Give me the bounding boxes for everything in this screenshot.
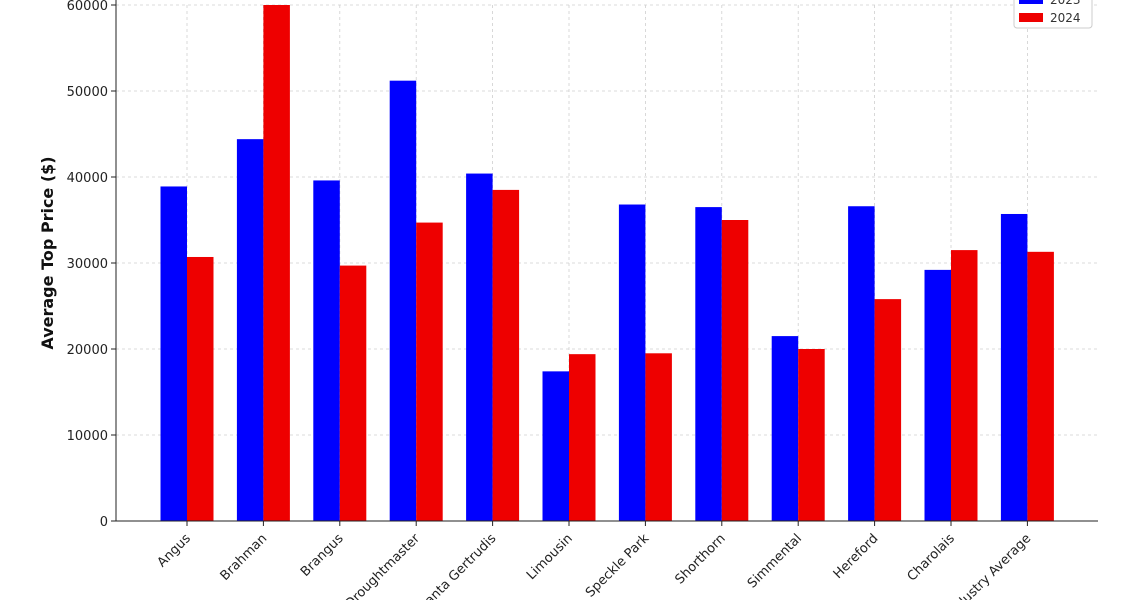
bar-2024-6 [645,353,672,521]
y-tick-label: 10000 [67,429,108,444]
x-tick-label: Speckle Park [583,531,653,600]
bar-2023-4 [466,173,493,521]
bar-2024-2 [339,265,367,521]
x-tick-label: Shorthorn [672,531,728,587]
bar-2024-4 [492,189,520,521]
bar-2023-3 [389,80,417,522]
bar-2024-7 [721,220,749,521]
y-tick-label: 50000 [67,85,108,100]
bar-2023-11 [1000,213,1028,522]
bar-2023-0 [160,186,187,521]
bar-2023-9 [848,206,875,522]
bar-2024-1 [263,5,290,521]
y-tick-label: 20000 [67,343,108,358]
bar-2023-8 [771,336,799,521]
bar-2024-10 [951,250,978,521]
bar-2024-3 [416,222,443,521]
bar-2023-5 [542,371,569,521]
axes [115,0,1098,522]
bar-2023-7 [695,207,722,521]
bar-2024-9 [874,299,902,521]
x-tick-label: Brangus [298,531,347,580]
bar-2024-8 [798,349,825,521]
bar-2023-10 [924,269,951,521]
bar-2024-5 [569,354,596,521]
bar-2024-11 [1027,251,1054,521]
bar-2023-2 [313,180,340,521]
legend-label-2024: 2024 [1050,11,1081,25]
x-tick-label: Brahman [218,531,271,584]
bars [160,5,1054,522]
x-tick-label: Limousin [524,531,576,583]
y-ticks: 0 10000 20000 30000 40000 50000 60000 [67,0,116,530]
y-tick-label: 60000 [67,0,108,14]
x-tick-label: Industry Average [945,531,1034,600]
x-tick-label: Droughtmaster [343,531,424,600]
legend-swatch-2024 [1019,13,1043,22]
legend-label-2023: 2023 [1050,0,1081,7]
legend: 2023 2024 [1013,0,1093,29]
bar-2023-6 [618,204,646,521]
legend-swatch-2023 [1019,0,1043,4]
bar-2023-1 [236,139,264,521]
x-tick-label: Hereford [831,531,882,582]
x-tick-label: Simmental [745,531,805,591]
y-tick-label: 0 [100,515,108,530]
y-tick-label: 30000 [67,257,108,272]
x-tick-label: Angus [155,531,194,570]
y-tick-label: 40000 [67,171,108,186]
bar-2024-0 [187,256,214,521]
x-tick-label: Charolais [905,531,958,584]
y-axis-title: Average Top Price ($) [38,156,57,349]
x-tick-label: Santa Gertrudis [416,531,499,600]
